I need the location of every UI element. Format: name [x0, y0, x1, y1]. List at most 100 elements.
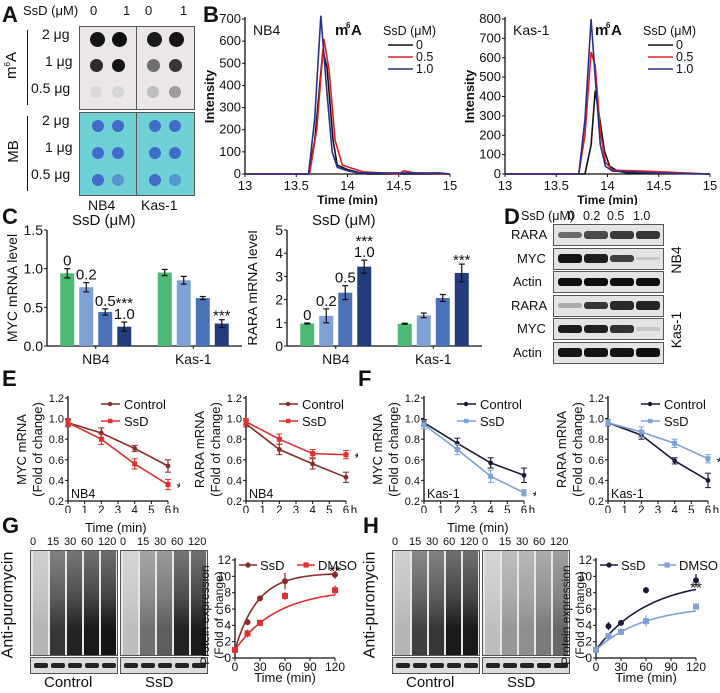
chart-b-nb4: 0 100 200 300 400 500 600 700 13 13.5 14 14.5 15 Time…	[202, 11, 457, 205]
y-tick-label: 0	[275, 338, 283, 354]
marker-SsD	[310, 451, 316, 457]
band	[610, 325, 634, 333]
row-label-rara: RARA	[511, 297, 548, 313]
dose-label: 0	[63, 253, 71, 270]
m6a-dot	[147, 32, 162, 47]
marker-Control	[521, 472, 527, 478]
y-tick-label: 0.4	[405, 475, 420, 487]
band	[636, 256, 660, 261]
legend-label-DMSO: DMSO	[318, 558, 357, 573]
marker-SsD	[693, 577, 699, 584]
loading-control-control	[30, 657, 118, 674]
y-tick-label: 0.8	[227, 434, 242, 446]
group-bracket-mb	[27, 116, 28, 191]
band	[558, 231, 582, 239]
panel-label-f: F	[358, 366, 372, 391]
legend-label-Control: Control	[480, 397, 522, 412]
marker-SsD	[343, 452, 349, 458]
y-tick-label: 2	[585, 635, 592, 649]
series-line-0.5	[505, 51, 711, 175]
y-tick-label: 0.2	[405, 496, 420, 508]
y-tick-label: 1.0	[405, 414, 420, 426]
marker-SsD	[282, 578, 288, 585]
cell-line-annotation: Kas-1	[513, 22, 550, 38]
series-line-SsD	[67, 422, 169, 486]
mb-dot	[149, 174, 161, 186]
marker-DMSO	[332, 587, 338, 594]
time-label: 60	[443, 536, 456, 548]
x-tick-label: 60	[278, 660, 292, 674]
legend-marker	[648, 418, 653, 424]
fit-curve-DMSO	[234, 593, 336, 651]
loading-band	[447, 663, 461, 668]
amount-label: 2 μg	[42, 112, 70, 128]
lane	[123, 551, 138, 655]
y-tick-label: 500	[219, 55, 241, 70]
significance-mark: **	[690, 580, 702, 597]
y-tick-label: 1.2	[227, 393, 242, 405]
m6a-dot	[90, 59, 103, 72]
amount-label: 1 μg	[45, 53, 73, 69]
marker-SsD	[65, 420, 71, 426]
y-tick-label: 10	[579, 569, 593, 583]
significance-mark: **	[717, 454, 720, 470]
y-tick-label: 12	[579, 553, 593, 567]
band	[558, 277, 582, 287]
chart-c-myc: 0.00.51.01.5NB400.20.51.0***Kas-1***SsD …	[4, 212, 242, 365]
group-label-control: Control	[44, 674, 93, 691]
y-axis-label-units: (Fold of change)	[570, 402, 585, 497]
x-tick-label: 0	[232, 660, 239, 674]
marker-DMSO	[244, 630, 251, 637]
legend-marker	[108, 418, 113, 424]
legend-title: SsD (μM)	[643, 24, 696, 38]
time-label: 30	[154, 536, 167, 548]
marker-SsD	[521, 490, 527, 496]
y-axis-label: RARA mRNA level	[248, 230, 260, 345]
x-tick-label: 0	[65, 505, 71, 513]
y-tick-label: 0.6	[227, 455, 242, 467]
x-tick-label: 5	[326, 505, 332, 513]
group-label-kas1: Kas-1	[668, 311, 684, 349]
mb-dot	[149, 147, 161, 159]
dose-label: 0.2	[76, 267, 97, 284]
marker-DMSO	[693, 603, 699, 610]
x-tick-label: 6	[705, 505, 711, 513]
m6a-dot	[112, 32, 127, 47]
significance-mark: ***	[115, 295, 133, 312]
bar-Kas-1-0.2	[416, 315, 431, 346]
y-tick-label: 10	[218, 569, 232, 583]
dose-label: 0	[145, 3, 153, 18]
y-axis-label: MYC mRNA level	[4, 234, 20, 342]
title-m6a-a: A	[611, 22, 622, 39]
y-tick-label: 700	[479, 30, 501, 45]
y-tick-label: 0.2	[227, 496, 242, 508]
title-superscript: 6	[346, 21, 351, 30]
group-label-ssd: SsD	[507, 674, 536, 691]
y-axis-label: Anti-puromycin	[361, 551, 379, 659]
x-tick-label-Kas-1: Kas-1	[175, 351, 212, 365]
x-tick-label: 6	[343, 505, 349, 513]
time-label: 120	[550, 536, 569, 548]
series-line-0.5	[245, 38, 451, 175]
x-tick-label: 1	[81, 505, 87, 513]
loading-band	[124, 663, 138, 668]
marker-Control	[132, 446, 138, 451]
x-tick-label: 30	[253, 660, 267, 674]
y-tick-label: 400	[219, 77, 241, 92]
y-tick-label: 400	[479, 89, 501, 104]
blot-strip-actin-kas-1	[553, 341, 664, 364]
mb-dot	[112, 147, 124, 159]
bar-NB4-0.5	[98, 311, 113, 346]
x-tick-label: 2	[98, 505, 104, 513]
loading-control-ssd	[120, 657, 208, 674]
title-m6a-a: A	[351, 22, 362, 39]
loading-band	[158, 663, 172, 668]
y-tick-label: 0.2	[49, 496, 64, 508]
group-label-nb4: NB4	[668, 246, 684, 274]
significance-mark: ***	[355, 233, 373, 250]
x-tick-label: 13.5	[284, 178, 309, 193]
y-tick-label: 0.6	[589, 455, 604, 467]
y-tick-label: 0.6	[405, 455, 420, 467]
significance-mark: **	[177, 480, 180, 496]
